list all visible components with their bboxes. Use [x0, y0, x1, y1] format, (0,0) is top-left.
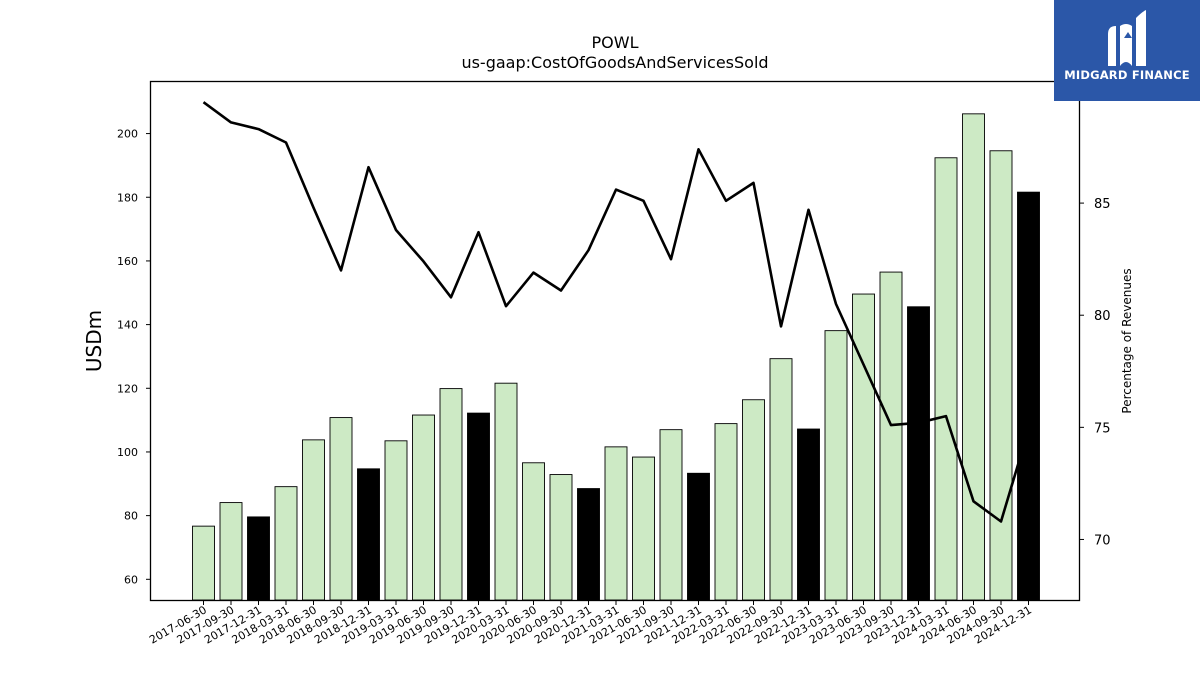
left-axis: 60 80 100 120 140 160 180 200	[117, 128, 151, 586]
bar-2024-09-30	[989, 150, 1013, 601]
y-tick-label-80: 80	[124, 510, 138, 523]
bar-2024-03-31	[934, 157, 958, 601]
bar-2017-09-30	[219, 502, 243, 601]
plot-frame	[149, 80, 1081, 602]
bar-2022-09-30	[769, 358, 793, 601]
y2-tick-label-70: 70	[1094, 533, 1111, 548]
bar-2020-06-30	[522, 462, 545, 601]
line-layer	[202, 101, 1030, 523]
y-tick-label-120: 120	[117, 382, 138, 395]
bar-2022-06-30	[742, 399, 765, 601]
right-y-axis-label: Percentage of Revenues	[1120, 268, 1134, 413]
bar-2021-06-30	[632, 456, 655, 601]
y-tick-label-140: 140	[117, 319, 138, 332]
bar-2019-12-31	[467, 412, 490, 601]
y2-tick-label-85: 85	[1094, 197, 1111, 212]
y-tick-label-180: 180	[117, 191, 138, 204]
bar-2019-09-30	[439, 388, 463, 601]
bar-2023-03-31	[824, 330, 848, 601]
bar-2019-06-30	[412, 414, 435, 601]
bars-layer	[192, 113, 1040, 601]
percentage-line	[202, 101, 1030, 523]
bar-2021-03-31	[604, 446, 628, 601]
chart-subtitle: us-gaap:CostOfGoodsAndServicesSold	[461, 53, 769, 72]
y2-tick-label-75: 75	[1094, 421, 1111, 436]
x-axis: 2017-06-302017-09-302017-12-312018-03-31…	[147, 600, 1034, 647]
y-axis-label: USDm	[82, 310, 106, 372]
y-tick-label-200: 200	[117, 128, 138, 141]
y-tick-label-100: 100	[117, 446, 138, 459]
right-axis: 70 75 80 85	[1079, 197, 1111, 548]
bar-2018-12-31	[357, 468, 380, 601]
bar-2018-09-30	[329, 417, 353, 601]
bar-2017-06-30	[192, 525, 215, 601]
y-tick-label-60: 60	[124, 573, 138, 586]
logo-text: MIDGARD FINANCE	[1064, 68, 1190, 82]
bar-2022-12-31	[797, 428, 820, 601]
brand-logo: MIDGARD FINANCE	[1054, 0, 1200, 101]
bar-2021-09-30	[659, 429, 683, 601]
y2-tick-label-80: 80	[1094, 309, 1111, 324]
bar-2024-06-30	[962, 113, 985, 601]
bar-2018-06-30	[302, 439, 325, 601]
bar-2018-03-31	[274, 486, 298, 601]
bar-2024-12-31	[1017, 191, 1040, 601]
bar-2019-03-31	[384, 440, 408, 601]
y-tick-label-160: 160	[117, 255, 138, 268]
bar-2023-12-31	[907, 306, 930, 601]
bar-2020-03-31	[494, 382, 518, 601]
bar-2021-12-31	[687, 472, 710, 601]
bar-2022-03-31	[714, 423, 738, 601]
bar-2023-06-30	[852, 293, 875, 601]
bar-2020-09-30	[549, 474, 573, 601]
bar-2020-12-31	[577, 488, 600, 601]
midgard-logo-icon	[1108, 10, 1146, 66]
bar-2017-12-31	[247, 516, 270, 601]
chart-title: POWL	[591, 33, 639, 52]
bar-2023-09-30	[879, 271, 903, 601]
